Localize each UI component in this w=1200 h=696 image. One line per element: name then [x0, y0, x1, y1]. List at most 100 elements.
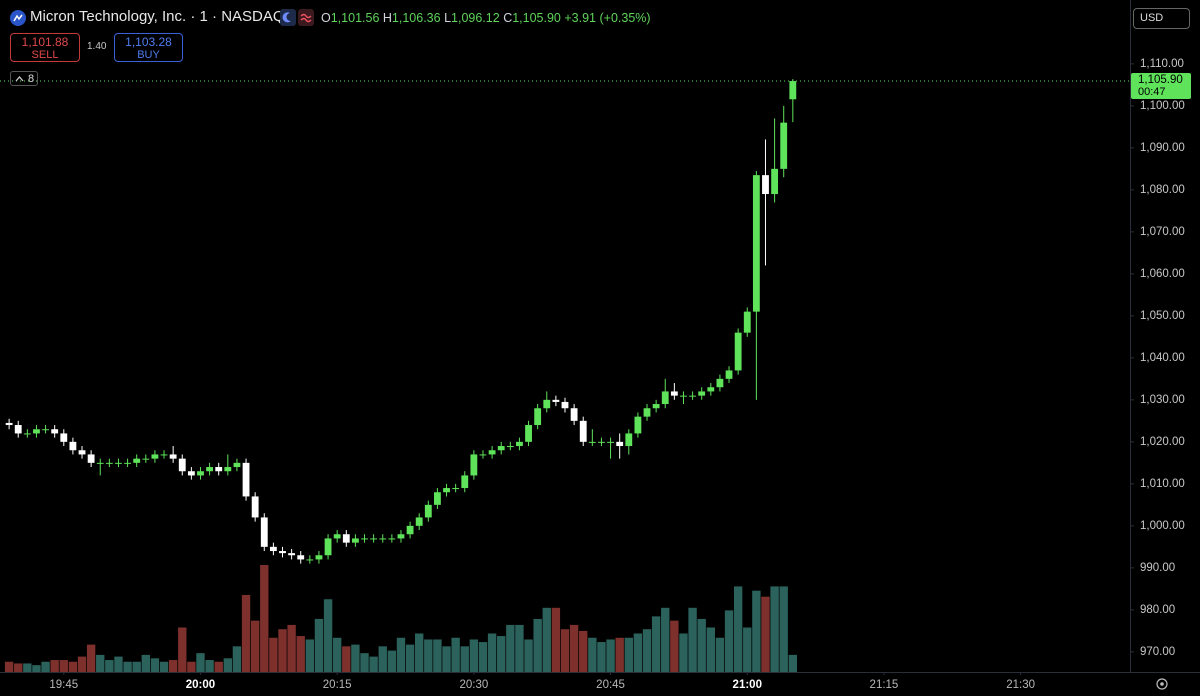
y-tick-label: 1,080.00	[1140, 184, 1185, 196]
candle-body	[42, 429, 49, 431]
candle-body	[525, 425, 532, 442]
currency-select[interactable]: USD	[1133, 8, 1190, 29]
candle-body	[342, 534, 350, 543]
volume-bar	[360, 653, 369, 672]
volume-bar	[442, 646, 451, 672]
volume-bar	[788, 654, 798, 672]
candle-body	[406, 525, 414, 535]
volume-bar	[651, 616, 661, 672]
candle-body	[516, 441, 523, 447]
volume-bar	[551, 607, 561, 672]
candle-body	[187, 471, 195, 476]
candle-body	[60, 433, 68, 442]
volume-bar	[761, 596, 770, 672]
volume-bar	[32, 665, 41, 672]
candle-body	[397, 534, 405, 539]
indicator-count: 8	[28, 73, 35, 85]
candle-body	[434, 492, 441, 505]
volume-bar	[168, 660, 178, 672]
volume-bar	[41, 661, 50, 672]
buy-price: 1,103.28	[125, 35, 172, 49]
candle-body	[370, 538, 378, 540]
candle-body	[461, 475, 469, 489]
volume-bar	[460, 646, 469, 672]
candle-body	[424, 504, 432, 518]
candle-body	[169, 454, 177, 459]
volume-bar	[743, 627, 752, 672]
x-tick-label: 20:45	[596, 679, 625, 691]
candle-body	[452, 488, 460, 490]
volume-bar	[59, 660, 68, 672]
candle-body	[789, 81, 797, 100]
candle-body	[488, 450, 496, 455]
volume-bar	[624, 637, 633, 672]
volume-bar	[560, 629, 570, 672]
volume-bar	[250, 620, 260, 672]
volume-bar	[141, 654, 150, 672]
volume-bar	[323, 599, 333, 672]
buy-button[interactable]: 1,103.28 BUY	[114, 33, 183, 62]
candle-body	[534, 408, 542, 426]
volume-bar	[487, 633, 497, 672]
ohlc-key: H	[382, 11, 392, 25]
volume-bar	[232, 646, 242, 672]
volume-bar	[579, 630, 588, 672]
volume-bar	[196, 653, 205, 672]
indicators-toggle[interactable]: 8	[10, 71, 38, 86]
volume-bar	[305, 639, 315, 672]
currency: USD	[1140, 12, 1164, 24]
x-tick-label: 19:45	[49, 679, 78, 691]
candle-body	[269, 546, 277, 552]
candle-body	[160, 454, 168, 456]
candle-body	[762, 175, 769, 195]
volume-bar	[23, 663, 32, 672]
volume-bar	[642, 629, 652, 672]
volume-bar	[68, 661, 78, 672]
candle-body	[306, 559, 314, 561]
volume-bar	[332, 637, 342, 672]
volume-bar	[314, 618, 324, 672]
volume-bar	[506, 624, 515, 672]
symbol-title: Micron Technology, Inc. · 1 · NASDAQ	[30, 8, 285, 25]
candle-body	[771, 168, 779, 195]
volume-bar	[159, 661, 169, 672]
y-tick-label: 1,000.00	[1140, 520, 1185, 532]
ohlc-value: 1,096.12	[451, 11, 500, 25]
candle-body	[260, 517, 268, 547]
candle-body	[743, 311, 751, 333]
candle-body	[616, 441, 624, 447]
candle-body	[251, 496, 259, 518]
volume-bar	[14, 663, 23, 672]
candle-body	[388, 538, 396, 540]
candle-body	[78, 450, 86, 455]
candle-body	[288, 553, 296, 556]
volume-bar	[433, 639, 442, 672]
volume-bar	[278, 629, 287, 672]
y-tick-label: 1,100.00	[1140, 100, 1185, 112]
volume-bar	[497, 636, 506, 672]
volume-bar	[205, 660, 214, 672]
volume-bar	[752, 590, 761, 672]
candle-body	[570, 408, 578, 421]
candle-body	[361, 538, 368, 540]
volume-bar	[105, 660, 114, 672]
volume-bar	[724, 610, 734, 672]
settings-icon[interactable]	[1156, 678, 1168, 690]
candle-body	[379, 538, 387, 540]
candle-body	[552, 399, 560, 402]
volume-bar	[269, 637, 278, 672]
last-price-label: 1,105.90	[1138, 74, 1183, 86]
candle-body	[87, 454, 95, 463]
volume-bar	[260, 565, 269, 672]
volume-bar	[478, 642, 488, 672]
candle-body	[333, 534, 341, 539]
candle-body	[242, 462, 250, 497]
volume-bar	[241, 594, 251, 672]
sell-button[interactable]: 1,101.88 SELL	[10, 33, 80, 62]
chevron	[15, 76, 24, 82]
candle-body	[133, 458, 141, 463]
candle-body	[105, 462, 113, 464]
volume-bar	[779, 586, 788, 672]
y-tick-label: 1,070.00	[1140, 226, 1185, 238]
